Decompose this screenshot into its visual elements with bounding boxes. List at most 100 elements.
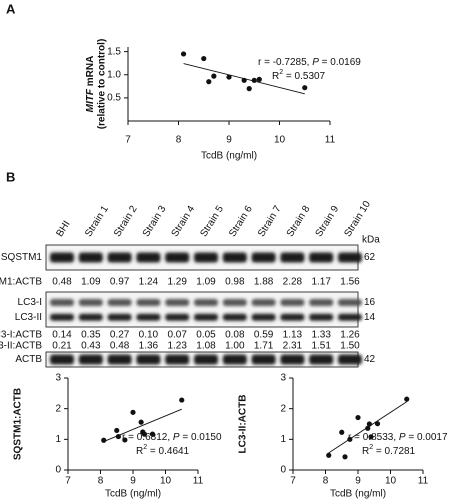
data-point: [141, 431, 147, 437]
x-tick-label: 10: [385, 476, 397, 487]
ratio-value: 1.71: [254, 341, 274, 352]
blot-band: [136, 313, 161, 321]
ratio-value: 1.29: [167, 277, 187, 288]
data-point: [366, 421, 372, 427]
ratio-value: 1.56: [340, 277, 360, 288]
ratio-value: 1.09: [196, 277, 216, 288]
data-point: [206, 79, 212, 85]
y-tick-label: 2: [280, 403, 286, 414]
band-label: LC3-I: [18, 297, 42, 308]
data-point: [374, 421, 381, 427]
stats-part: R: [362, 446, 369, 457]
lane-label: Strain 3: [141, 204, 169, 239]
stats-part: r = -0.7285,: [258, 57, 312, 68]
lane-label: BHI: [54, 219, 72, 239]
ratio-label: LC3-II:ACTB: [0, 341, 42, 352]
kda-marker: 14: [364, 312, 376, 323]
ratio-value: 0.97: [110, 277, 130, 288]
x-tick-label: 9: [226, 135, 232, 146]
ratio-value: 0.43: [81, 341, 101, 352]
ratio-value: 1.23: [167, 341, 187, 352]
y-axis-label-text: mRNA: [85, 56, 96, 89]
stats-part: = 0.0150: [180, 432, 222, 443]
panel-label: B: [6, 169, 15, 184]
lane-label: Strain 1: [83, 204, 111, 239]
lane-label: Strain 8: [285, 204, 313, 239]
ratio-value: 0.48: [110, 341, 130, 352]
ratio-value: 1.17: [311, 277, 331, 288]
ratio-value: 0.05: [196, 330, 216, 341]
blot-band: [136, 354, 161, 365]
blot-band: [194, 299, 218, 306]
data-point: [122, 437, 128, 443]
stats-part: r = 0.8533,: [348, 432, 399, 443]
ratio-value: 1.36: [139, 341, 159, 352]
stats-part: 2: [369, 444, 373, 451]
data-point: [226, 74, 232, 80]
blot-band: [338, 354, 362, 365]
data-point: [251, 77, 257, 83]
blot-band: [50, 313, 74, 321]
blot-band: [338, 299, 362, 306]
data-point: [101, 437, 107, 443]
x-tick-label: 8: [176, 135, 182, 146]
ratio-value: 0.35: [81, 330, 101, 341]
kda-marker: 42: [364, 354, 376, 365]
x-tick-label: 10: [160, 476, 172, 487]
ratio-value: 0.08: [225, 330, 245, 341]
stats-part: 2: [279, 69, 283, 76]
blot-box: [45, 291, 359, 328]
blot-band: [251, 354, 276, 365]
stats-part: P: [399, 432, 406, 443]
data-point: [114, 427, 120, 434]
blot-band: [50, 299, 74, 306]
data-point: [342, 454, 348, 460]
y-axis-label: MITF mRNA: [85, 56, 96, 113]
kda-marker: 62: [364, 252, 376, 263]
stats-annotation: r = 0.8533, P = 0.0017: [348, 432, 448, 443]
blot-band: [165, 299, 190, 306]
blot-band: [309, 354, 334, 365]
ratio-value: 1.08: [196, 341, 216, 352]
data-point: [347, 436, 353, 442]
blot-band: [78, 299, 103, 306]
data-point: [201, 55, 207, 62]
blot-band: [194, 354, 218, 365]
stats-part: r = 0.6812,: [122, 432, 173, 443]
data-point: [179, 397, 185, 403]
x-tick-label: 11: [193, 476, 204, 487]
blot-band: [338, 252, 362, 263]
blot-band: [165, 313, 190, 321]
blot-band: [280, 354, 305, 365]
data-point: [149, 431, 156, 437]
blot-band: [78, 354, 103, 365]
stats-part: = 0.0017: [406, 432, 448, 443]
ratio-value: 0.27: [110, 330, 130, 341]
ratio-value: 0.10: [139, 330, 159, 341]
blot-band: [251, 252, 276, 263]
data-point: [246, 86, 252, 92]
ratio-value: 1.24: [139, 277, 159, 288]
x-tick-label: 9: [355, 476, 361, 487]
x-tick-label: 7: [65, 476, 71, 487]
lane-label: Strain 10: [342, 199, 373, 239]
x-tick-label: 9: [130, 476, 136, 487]
blot-band: [194, 252, 218, 263]
x-tick-label: 7: [125, 135, 131, 146]
y-tick-label: 1: [55, 434, 61, 445]
blot-band: [165, 252, 190, 263]
stats-annotation: R2 = 0.4641: [136, 444, 190, 456]
band-label: ACTB: [15, 354, 42, 365]
data-point: [180, 51, 187, 57]
data-point: [404, 396, 410, 402]
stats-annotation: R2 = 0.5307: [272, 69, 326, 81]
stats-part: P: [312, 57, 319, 68]
stats-part: = 0.4641: [147, 446, 189, 457]
data-point: [302, 85, 308, 91]
lane-label: Strain 9: [314, 204, 342, 239]
blot-band: [165, 354, 190, 365]
lane-label: Strain 6: [227, 204, 255, 239]
blot-band: [222, 313, 247, 321]
y-tick-label: 0.5: [107, 93, 121, 104]
